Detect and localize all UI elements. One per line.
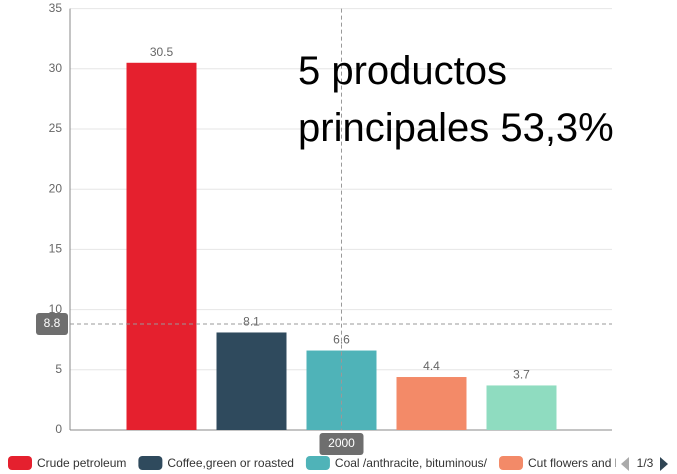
data-label: 3.7: [513, 368, 530, 382]
legend-label: Crude petroleum: [37, 456, 126, 470]
pointer-label: 2000: [328, 436, 355, 450]
bar: [396, 377, 467, 430]
annotation: principales 53,3%: [298, 106, 614, 150]
legend-next[interactable]: [660, 457, 668, 471]
bar: [486, 385, 557, 430]
legend-label: Coal /anthracite, bituminous/: [335, 456, 488, 470]
y-tick-label: 15: [49, 242, 63, 256]
y-tick-label: 35: [49, 1, 63, 15]
legend: Crude petroleum Coffee,green or roasted Co…: [8, 456, 658, 470]
pointer-label: 8.8: [44, 316, 61, 330]
legend-swatch: [8, 456, 32, 470]
data-label: 8.1: [243, 315, 260, 329]
legend-label: Cut flowers and buds for: [528, 456, 658, 470]
annotation: 5 productos: [298, 49, 507, 93]
legend-swatch: [305, 456, 330, 470]
y-tick-label: 30: [49, 61, 63, 75]
data-label: 4.4: [423, 359, 440, 373]
legend-prev: [621, 457, 629, 471]
data-label: 30.5: [150, 45, 174, 59]
legend-swatch: [138, 456, 163, 470]
y-tick-label: 10: [49, 302, 63, 316]
y-tick-label: 20: [49, 181, 63, 195]
legend-label: Coffee,green or roasted: [167, 456, 294, 470]
pointer-label-bg: [319, 433, 364, 455]
pointer-label-bg: [36, 313, 68, 336]
y-tick-label: 25: [49, 121, 63, 135]
bar: [216, 332, 287, 430]
bar: [126, 62, 197, 430]
legend-page: 1/3: [637, 456, 654, 470]
legend-swatch: [499, 456, 524, 470]
y-tick-label: 0: [55, 422, 62, 436]
y-tick-label: 5: [55, 362, 62, 376]
